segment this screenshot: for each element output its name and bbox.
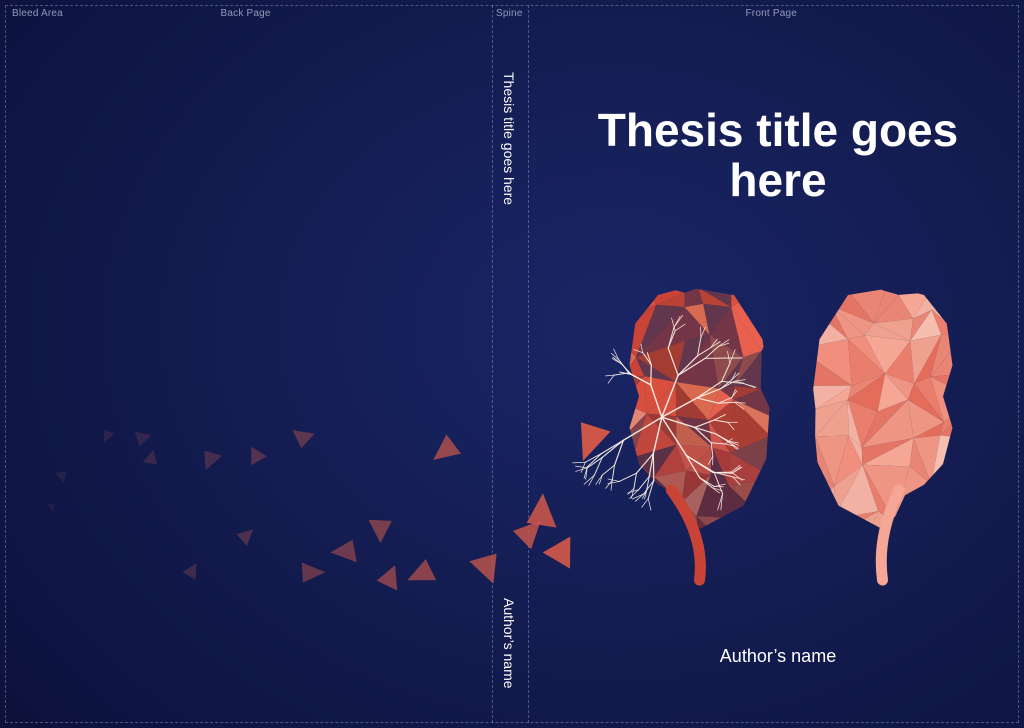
kidney-facet <box>977 474 1001 518</box>
kidney-facet <box>609 281 642 319</box>
kidney-facet <box>978 400 1000 442</box>
kidney-facet <box>977 518 1002 553</box>
kidney-facet <box>964 325 1002 352</box>
kidney-facet <box>930 290 958 310</box>
fragment-triangle <box>543 537 571 569</box>
kidney-facet <box>635 513 666 551</box>
kidney-facet <box>731 516 762 553</box>
kidney-facet <box>578 319 615 356</box>
fragment-triangle <box>135 431 151 446</box>
kidney-facet <box>578 378 620 412</box>
kidney-facet <box>582 508 614 540</box>
kidney-facet <box>731 518 762 553</box>
fragment-triangle <box>433 434 461 459</box>
kidney-facet <box>575 273 623 324</box>
fragment-triangle <box>377 565 397 590</box>
kidney-facet <box>978 370 1007 416</box>
kidney-facet <box>804 274 835 318</box>
kidney-facet <box>933 517 977 554</box>
fragment-triangle <box>513 521 541 549</box>
kidney-facet <box>577 281 624 324</box>
fragment-triangle <box>330 540 356 562</box>
kidney-facet <box>962 438 1001 475</box>
fragment-triangle <box>368 520 391 543</box>
kidney-facet <box>579 336 620 378</box>
kidney-facet <box>931 474 977 521</box>
kidney-facet <box>578 378 622 412</box>
book-cover-canvas: Bleed Area Back Page Spine Front Page Th… <box>0 0 1024 728</box>
fragment-triangle <box>183 563 197 580</box>
kidney-facet <box>586 474 609 519</box>
kidney-facet <box>977 443 1001 483</box>
kidney-facet <box>958 286 1002 311</box>
fragment-triangle <box>581 422 610 461</box>
kidney-facet <box>648 502 682 546</box>
kidney-facet <box>622 376 647 413</box>
kidney-facet <box>933 517 977 554</box>
kidney-facet <box>578 336 615 378</box>
kidney-facet <box>731 275 774 307</box>
fragment-triangle <box>237 529 253 546</box>
kidney-facet <box>609 508 648 551</box>
kidney-facet <box>894 521 936 547</box>
kidney-facet <box>609 508 635 551</box>
fragment-triangle <box>527 493 557 527</box>
kidney-facet <box>969 474 999 521</box>
fragment-triangle <box>469 553 496 583</box>
kidney-facet <box>962 370 1007 400</box>
fragment-triangle <box>251 447 267 465</box>
kidney-facet <box>962 353 1007 374</box>
fragment-triangle <box>302 562 326 582</box>
fragment-triangle <box>204 451 222 470</box>
kidney-facet <box>894 517 936 547</box>
kidney-facet <box>577 319 610 356</box>
kidney-facet <box>817 519 838 541</box>
fragment-triangle <box>47 503 56 511</box>
kidney-facet <box>817 486 834 519</box>
kidney-facet <box>582 508 609 530</box>
kidney-facet <box>968 311 1002 353</box>
kidney-facet <box>931 484 969 521</box>
fragment-triangle <box>292 430 314 448</box>
kidney-facet <box>958 290 990 326</box>
fragment-triangle <box>55 471 67 483</box>
kidney-facet <box>817 506 833 541</box>
fragment-triangle <box>407 559 436 580</box>
kidney-facet <box>731 281 784 307</box>
kidney-facet <box>822 274 835 318</box>
cover-artwork <box>0 0 1024 728</box>
fragment-triangle <box>143 450 158 464</box>
fragment-triangle <box>104 430 115 442</box>
kidney-facet <box>962 400 1001 442</box>
kidney-facet <box>962 336 1002 374</box>
kidney-facet <box>969 518 999 553</box>
